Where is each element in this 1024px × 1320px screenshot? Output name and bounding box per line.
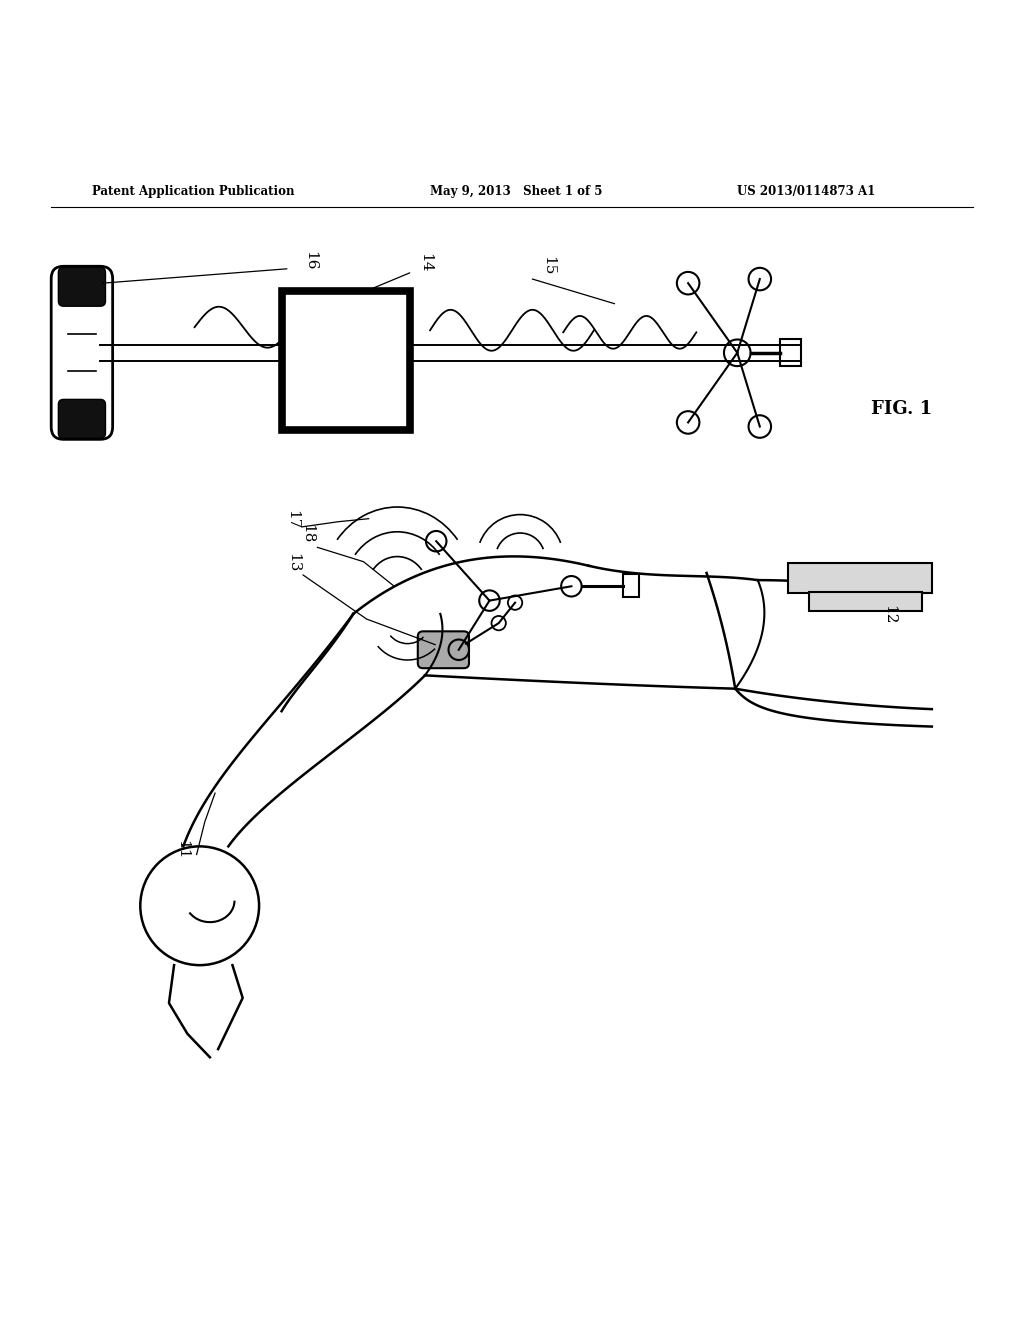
Text: 15: 15 [541,256,555,275]
Bar [809,593,922,611]
FancyBboxPatch shape [51,267,113,440]
Text: May 9, 2013   Sheet 1 of 5: May 9, 2013 Sheet 1 of 5 [430,185,602,198]
Text: 11: 11 [175,841,189,859]
Text: US 2013/0114873 A1: US 2013/0114873 A1 [737,185,876,198]
Text: Patent Application Publication: Patent Application Publication [92,185,295,198]
Text: 16: 16 [303,251,317,271]
Bar [780,339,801,366]
FancyBboxPatch shape [418,631,469,668]
Bar [623,574,639,597]
FancyBboxPatch shape [58,400,105,438]
Text: 13: 13 [286,553,300,572]
Bar [282,292,410,429]
FancyBboxPatch shape [58,267,105,306]
Text: 12: 12 [882,605,896,624]
Bar [788,562,932,594]
Text: FIG. 1: FIG. 1 [870,400,932,418]
Text: 14: 14 [418,253,432,273]
Text: 18: 18 [300,524,314,544]
Text: 17: 17 [285,510,299,529]
